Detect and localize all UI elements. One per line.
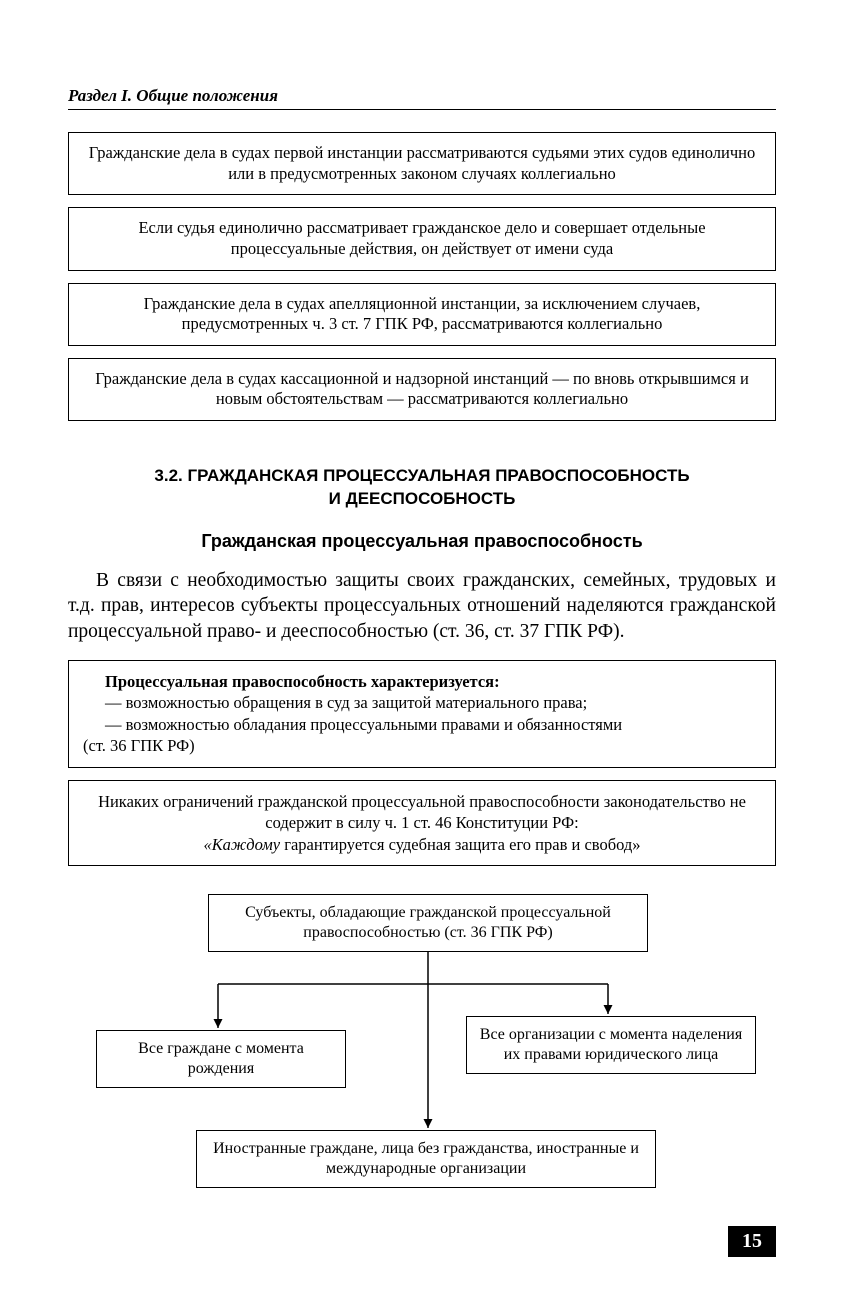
page-container: Раздел I. Общие положения Гражданские де… <box>0 0 844 1274</box>
running-head: Раздел I. Общие положения <box>68 86 776 110</box>
section-subtitle: Гражданская процессуальная правоспособно… <box>68 531 776 552</box>
flow-left-text: Все граждане с момента рождения <box>138 1040 304 1077</box>
flow-root-text: Субъекты, обладающие гражданской процесс… <box>245 904 611 941</box>
flow-node-root: Субъекты, обладающие гражданской процесс… <box>208 894 648 952</box>
info-box-2: Если судья единолично рассматривает граж… <box>68 207 776 270</box>
flow-bottom-text: Иностранные граждане, лица без гражданст… <box>213 1140 639 1177</box>
quote-line1: Никаких ограничений гражданской процессу… <box>98 792 746 832</box>
info-box-3: Гражданские дела в судах апелляционной и… <box>68 283 776 346</box>
info-box-4: Гражданские дела в судах кассационной и … <box>68 358 776 421</box>
flow-node-left: Все граждане с момента рождения <box>96 1030 346 1088</box>
flow-node-bottom: Иностранные граждане, лица без гражданст… <box>196 1130 656 1188</box>
char-tail: (ст. 36 ГПК РФ) <box>83 735 761 756</box>
flowchart: Субъекты, обладающие гражданской процесс… <box>68 894 776 1214</box>
flow-node-right: Все организации с момента наделения их п… <box>466 1016 756 1074</box>
characteristic-box: Процессуальная правоспособность характер… <box>68 660 776 768</box>
char-lead: Процессуальная правоспособность характер… <box>83 671 761 692</box>
page-number: 15 <box>728 1226 776 1257</box>
quote-rest: гарантируется судебная защита его прав и… <box>280 835 640 854</box>
flow-right-text: Все организации с момента наделения их п… <box>480 1026 742 1063</box>
body-paragraph: В связи с необходимостью защиты своих гр… <box>68 568 776 644</box>
section-number-title: 3.2. ГРАЖДАНСКАЯ ПРОЦЕССУАЛЬНАЯ ПРАВОСПО… <box>154 466 689 508</box>
char-bullet-1: — возможностью обращения в суд за защито… <box>83 692 761 713</box>
char-bullet-2: — возможностью обладания процессуальными… <box>83 714 761 735</box>
quote-box: Никаких ограничений гражданской процессу… <box>68 780 776 866</box>
section-heading: 3.2. ГРАЖДАНСКАЯ ПРОЦЕССУАЛЬНАЯ ПРАВОСПО… <box>68 465 776 511</box>
quote-ital: «Каждому <box>203 835 280 854</box>
info-box-1: Гражданские дела в судах первой инстанци… <box>68 132 776 195</box>
